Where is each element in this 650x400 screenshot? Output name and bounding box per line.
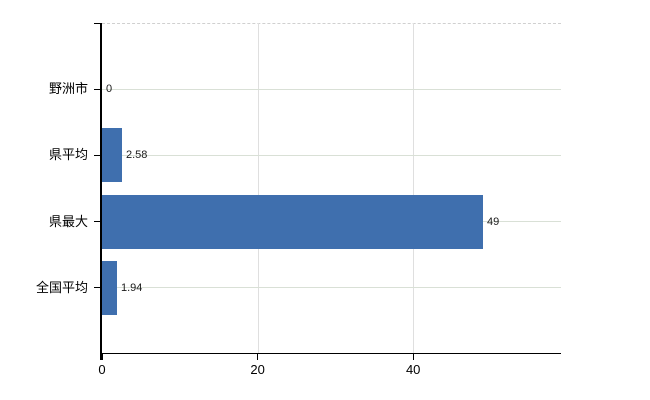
x-axis-line [100, 352, 561, 354]
y-axis-tick [94, 287, 101, 289]
value-label: 1.94 [121, 281, 143, 294]
h-gridline [102, 154, 561, 156]
y-axis-line [100, 23, 102, 360]
v-gridline [413, 23, 415, 354]
v-gridline [257, 23, 259, 354]
bar [102, 128, 122, 183]
y-axis-tick [94, 221, 101, 223]
h-gridline [102, 287, 561, 289]
x-axis-tick [257, 354, 259, 360]
y-axis-tick [94, 88, 101, 90]
x-tick-label: 0 [98, 362, 106, 377]
x-axis-tick [412, 354, 414, 360]
y-axis-tick [94, 154, 101, 156]
category-label: 県最大 [48, 213, 88, 229]
value-label: 2.58 [126, 149, 148, 162]
x-tick-label: 40 [405, 362, 421, 377]
plot-top-border [102, 23, 561, 24]
category-label: 野洲市 [48, 81, 88, 97]
value-label: 0 [106, 83, 113, 96]
category-label: 全国平均 [35, 279, 88, 295]
bar [102, 194, 483, 249]
h-gridline [102, 88, 561, 90]
bar [102, 260, 117, 315]
category-label: 県平均 [48, 147, 88, 163]
y-axis-top-tick [94, 22, 101, 24]
value-label: 49 [487, 215, 500, 228]
x-axis-tick [101, 354, 103, 360]
x-tick-label: 20 [250, 362, 265, 377]
